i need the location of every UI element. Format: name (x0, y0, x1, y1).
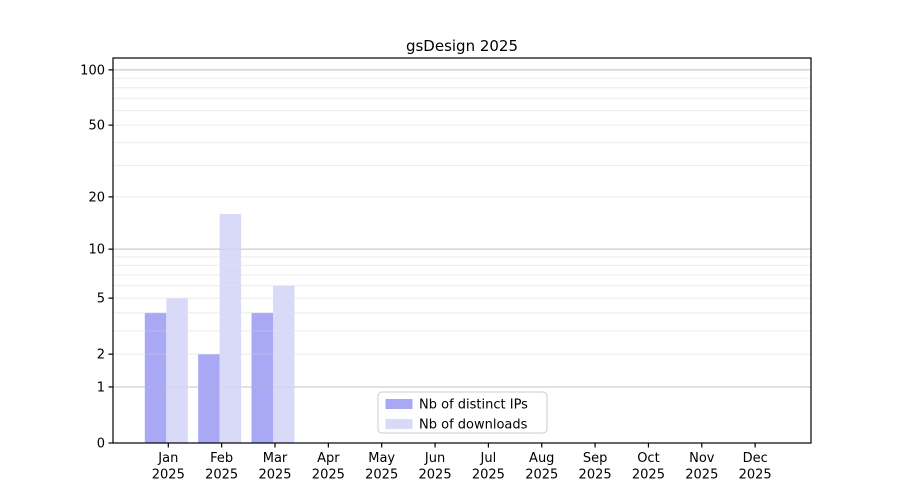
x-tick-label-month: Sep (583, 451, 608, 466)
x-tick-label-month: Feb (210, 451, 233, 466)
bars (144, 213, 295, 443)
gridlines-overlay (113, 69, 811, 388)
y-tick-label: 10 (88, 243, 105, 258)
bar-nb-of-downloads-jan (166, 298, 188, 443)
x-tick-label-year: 2025 (419, 468, 452, 483)
x-tick-label-year: 2025 (472, 468, 505, 483)
y-tick-label: 5 (97, 292, 105, 307)
chart-title: gsDesign 2025 (406, 37, 518, 55)
x-tick-label-year: 2025 (632, 468, 665, 483)
x-tick-label-year: 2025 (365, 468, 398, 483)
y-tick-label: 0 (97, 437, 105, 452)
x-tick-label-year: 2025 (685, 468, 718, 483)
x-tick-label-year: 2025 (258, 468, 291, 483)
y-tick-label: 50 (88, 119, 105, 134)
bar-nb-of-distinct-ips-mar (251, 312, 273, 443)
x-tick-label-month: Oct (637, 451, 659, 466)
y-tick-label: 20 (88, 190, 105, 205)
x-tick-label-month: May (368, 451, 395, 466)
gridlines (113, 69, 811, 388)
legend-swatch-distinct-ips (385, 399, 413, 409)
bar-nb-of-distinct-ips-feb (198, 354, 220, 443)
bar-nb-of-downloads-mar (273, 285, 295, 443)
x-tick-label-month: Mar (263, 451, 288, 466)
legend-box (377, 391, 548, 434)
x-tick-label-year: 2025 (205, 468, 238, 483)
x-tick-label-month: Jun (424, 451, 445, 466)
y-tick-label: 2 (97, 348, 105, 363)
legend-swatch-downloads (385, 419, 413, 429)
bar-nb-of-downloads-feb (219, 213, 242, 443)
legend-label-downloads: Nb of downloads (419, 418, 528, 433)
x-tick-label-month: Dec (743, 451, 768, 466)
x-tick-label-month: Jan (157, 451, 178, 466)
x-tick-label-year: 2025 (525, 468, 558, 483)
y-tick-label: 1 (97, 380, 105, 395)
legend: Nb of distinct IPs Nb of downloads (377, 391, 548, 434)
x-tick-label-month: Apr (317, 451, 340, 466)
x-tick-label-month: Jul (480, 451, 497, 466)
x-tick-label-year: 2025 (152, 468, 185, 483)
x-tick-label-year: 2025 (312, 468, 345, 483)
legend-label-distinct-ips: Nb of distinct IPs (419, 398, 528, 413)
x-tick-label-month: Nov (689, 451, 715, 466)
y-tick-label: 100 (80, 63, 105, 78)
plot-border (112, 57, 812, 444)
bar-nb-of-distinct-ips-jan (144, 312, 167, 443)
x-tick-label-month: Aug (529, 451, 554, 466)
x-axis: Jan 2025 Feb 2025 Mar 2025 Apr 2025 May 2025 Jun 20… (152, 443, 772, 483)
x-tick-label-year: 2025 (579, 468, 612, 483)
y-axis: 0 1 2 5 10 20 50 100 (80, 63, 113, 452)
x-tick-label-year: 2025 (739, 468, 772, 483)
